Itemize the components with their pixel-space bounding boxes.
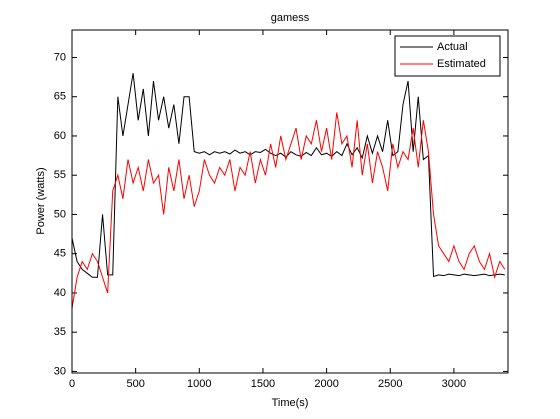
y-tick-label: 70 [54,51,66,63]
y-tick-label: 60 [54,130,66,142]
y-tick-label: 55 [54,169,66,181]
series-line [71,112,506,309]
y-tick-label: 65 [54,91,66,103]
y-tick-label: 40 [54,287,66,299]
x-tick-label: 1500 [251,378,275,390]
y-tick-label: 30 [54,365,66,377]
x-tick-label: 1000 [187,378,211,390]
x-axis-label: Time(s) [272,397,309,409]
chart-title: gamess [271,12,310,24]
x-tick-label: 2000 [314,378,338,390]
x-tick-label: 2500 [378,378,402,390]
plot-frame [71,29,509,374]
x-tick-label: 500 [126,378,144,390]
x-tick-label: 0 [69,378,75,390]
series-line [71,73,505,278]
y-tick-label: 35 [54,326,66,338]
legend-label: Estimated [437,58,486,70]
legend-label: Actual [437,41,468,53]
y-tick-label: 45 [54,248,66,260]
y-tick-label: 50 [54,208,66,220]
y-axis-label: Power (watts) [35,167,47,234]
legend-box [394,35,501,77]
x-tick-label: 3000 [442,378,466,390]
